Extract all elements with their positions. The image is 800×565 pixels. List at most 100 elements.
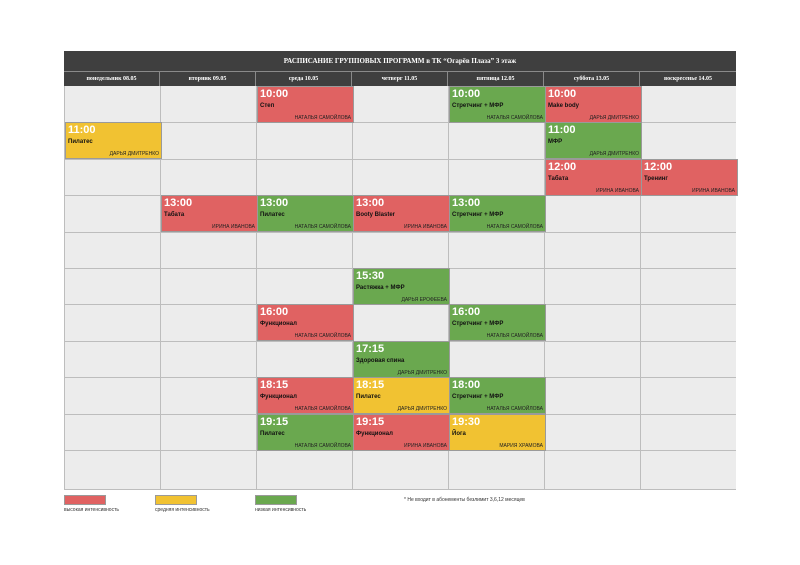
event-name: Йога xyxy=(452,431,466,437)
event-trainer: ДАРЬЯ ЕРОФЕЕВА xyxy=(401,297,447,303)
grid-column-divider xyxy=(256,86,257,489)
event-name: Здоровая спина xyxy=(356,358,405,364)
day-header-sunday: воскресенье 14.05 xyxy=(663,76,713,82)
event-trainer: НАТАЛЬЯ САМОЙЛОВА xyxy=(294,224,351,230)
event-name: Пилатес xyxy=(356,394,381,400)
grid-column-divider xyxy=(160,86,161,489)
event-trainer: ИРИНА ИВАНОВА xyxy=(404,224,447,230)
day-header-tuesday: вторник 09.05 xyxy=(160,72,256,86)
day-header-friday: пятница 12.05 xyxy=(448,72,544,86)
class-event-block[interactable]: 10:00 Степ НАТАЛЬЯ САМОЙЛОВА xyxy=(257,86,354,123)
day-header-saturday: суббота 13.05 xyxy=(544,72,640,86)
day-header-row: понедельник 08.05 вторник 09.05 среда 10… xyxy=(64,71,736,86)
class-event-block[interactable]: 10:00 Make body ДАРЬЯ ДМИТРЕНКО xyxy=(545,86,642,123)
event-trainer: ИРИНА ИВАНОВА xyxy=(404,443,447,449)
event-time: 12:00 xyxy=(548,161,577,173)
class-event-block[interactable]: 17:15 Здоровая спина ДАРЬЯ ДМИТРЕНКО xyxy=(353,341,450,378)
event-time: 13:00 xyxy=(452,197,481,209)
event-trainer: ИРИНА ИВАНОВА xyxy=(212,224,255,230)
event-trainer: МАРИЯ ХРАМОВА xyxy=(499,443,543,449)
class-event-block[interactable]: 10:00 Стретчинг + МФР НАТАЛЬЯ САМОЙЛОВА xyxy=(449,86,546,123)
event-time: 19:30 xyxy=(452,416,481,428)
grid-column-divider xyxy=(544,86,545,489)
class-event-block[interactable]: 19:15 Функционал ИРИНА ИВАНОВА xyxy=(353,414,450,451)
day-header-monday: понедельник 08.05 xyxy=(64,72,160,86)
event-name: Пилатес xyxy=(68,139,93,145)
event-time: 13:00 xyxy=(164,197,193,209)
grid-column-divider xyxy=(640,86,641,489)
class-event-block[interactable]: 13:00 Стретчинг + МФР НАТАЛЬЯ САМОЙЛОВА xyxy=(449,195,546,232)
event-name: Функционал xyxy=(260,321,297,327)
event-time: 12:00 xyxy=(644,161,673,173)
schedule-table: РАСПИСАНИЕ ГРУППОВЫХ ПРОГРАММ в ТК “Огар… xyxy=(64,51,738,490)
class-event-block[interactable]: 18:00 Стретчинг + МФР НАТАЛЬЯ САМОЙЛОВА xyxy=(449,377,546,414)
event-name: Табата xyxy=(164,212,185,218)
grid-row-divider xyxy=(65,232,736,233)
event-time: 16:00 xyxy=(452,306,481,318)
event-time: 18:00 xyxy=(452,379,481,391)
event-trainer: НАТАЛЬЯ САМОЙЛОВА xyxy=(294,443,351,449)
class-event-block[interactable]: 12:00 Табата ИРИНА ИВАНОВА xyxy=(545,159,642,196)
event-trainer: ДАРЬЯ ДМИТРЕНКО xyxy=(397,370,447,376)
legend-label-low: низкая интенсивность xyxy=(255,507,307,513)
class-event-block[interactable]: 11:00 МФР ДАРЬЯ ДМИТРЕНКО xyxy=(545,122,642,159)
grid-row-divider xyxy=(65,122,736,123)
class-event-block[interactable]: 16:00 Стретчинг + МФР НАТАЛЬЯ САМОЙЛОВА xyxy=(449,304,546,341)
event-name: Степ xyxy=(260,103,275,109)
event-time: 11:00 xyxy=(548,124,576,136)
event-time: 19:15 xyxy=(260,416,289,428)
class-event-block[interactable]: 13:00 Booty Blaster ИРИНА ИВАНОВА xyxy=(353,195,450,232)
event-name: Растяжка + МФР xyxy=(356,285,405,291)
event-trainer: НАТАЛЬЯ САМОЙЛОВА xyxy=(294,333,351,339)
class-event-block[interactable]: 18:15 Функционал НАТАЛЬЯ САМОЙЛОВА xyxy=(257,377,354,414)
event-time: 10:00 xyxy=(260,88,289,100)
event-trainer: НАТАЛЬЯ САМОЙЛОВА xyxy=(486,224,543,230)
event-time: 18:15 xyxy=(260,379,289,391)
legend-swatch-low xyxy=(255,495,297,505)
event-name: Booty Blaster xyxy=(356,212,396,218)
footnote: * Не входит в абонементы безлимит 3,6,12… xyxy=(404,497,525,503)
event-time: 10:00 xyxy=(452,88,481,100)
class-event-block[interactable]: 19:30 Йога МАРИЯ ХРАМОВА xyxy=(449,414,546,451)
class-event-block[interactable]: 12:00 Тренинг ИРИНА ИВАНОВА xyxy=(641,159,738,196)
legend-label-high: высокая интенсивность xyxy=(64,507,119,513)
event-name: Тренинг xyxy=(644,176,668,182)
event-trainer: НАТАЛЬЯ САМОЙЛОВА xyxy=(294,406,351,412)
event-trainer: ДАРЬЯ ДМИТРЕНКО xyxy=(589,115,639,121)
event-trainer: ИРИНА ИВАНОВА xyxy=(692,188,735,194)
event-name: МФР xyxy=(548,139,563,145)
event-name: Стретчинг + МФР xyxy=(452,394,504,400)
class-event-block[interactable]: 18:15 Пилатес ДАРЬЯ ДМИТРЕНКО xyxy=(353,377,450,414)
event-time: 13:00 xyxy=(356,197,385,209)
event-time: 19:15 xyxy=(356,416,385,428)
event-name: Стретчинг + МФР xyxy=(452,103,504,109)
class-event-block[interactable]: 13:00 Пилатес НАТАЛЬЯ САМОЙЛОВА xyxy=(257,195,354,232)
event-trainer: НАТАЛЬЯ САМОЙЛОВА xyxy=(486,115,543,121)
event-trainer: НАТАЛЬЯ САМОЙЛОВА xyxy=(486,406,543,412)
grid-row-divider xyxy=(65,159,736,160)
event-time: 11:00 xyxy=(68,124,96,136)
event-name: Функционал xyxy=(356,431,393,437)
event-name: Стретчинг + МФР xyxy=(452,321,504,327)
class-event-block[interactable]: 19:15 Пилатес НАТАЛЬЯ САМОЙЛОВА xyxy=(257,414,354,451)
legend-swatch-high xyxy=(64,495,106,505)
class-event-block[interactable]: 15:30 Растяжка + МФР ДАРЬЯ ЕРОФЕЕВА xyxy=(353,268,450,305)
event-time: 13:00 xyxy=(260,197,289,209)
event-time: 15:30 xyxy=(356,270,385,282)
day-header-thursday: четверг 11.05 xyxy=(352,72,448,86)
schedule-grid: 10:00 Степ НАТАЛЬЯ САМОЙЛОВА 10:00 Стретчинг… xyxy=(64,86,738,490)
class-event-block[interactable]: 16:00 Функционал НАТАЛЬЯ САМОЙЛОВА xyxy=(257,304,354,341)
event-name: Стретчинг + МФР xyxy=(452,212,504,218)
event-name: Функционал xyxy=(260,394,297,400)
legend-swatch-medium xyxy=(155,495,197,505)
event-name: Табата xyxy=(548,176,569,182)
event-name: Make body xyxy=(548,103,580,109)
class-event-block[interactable]: 13:00 Табата ИРИНА ИВАНОВА xyxy=(161,195,258,232)
event-trainer: НАТАЛЬЯ САМОЙЛОВА xyxy=(294,115,351,121)
event-time: 18:15 xyxy=(356,379,385,391)
event-time: 16:00 xyxy=(260,306,289,318)
class-event-block[interactable]: 11:00 Пилатес ДАРЬЯ ДМИТРЕНКО xyxy=(65,122,162,159)
event-trainer: ДАРЬЯ ДМИТРЕНКО xyxy=(397,406,447,412)
event-trainer: НАТАЛЬЯ САМОЙЛОВА xyxy=(486,333,543,339)
event-trainer: ДАРЬЯ ДМИТРЕНКО xyxy=(109,151,159,157)
